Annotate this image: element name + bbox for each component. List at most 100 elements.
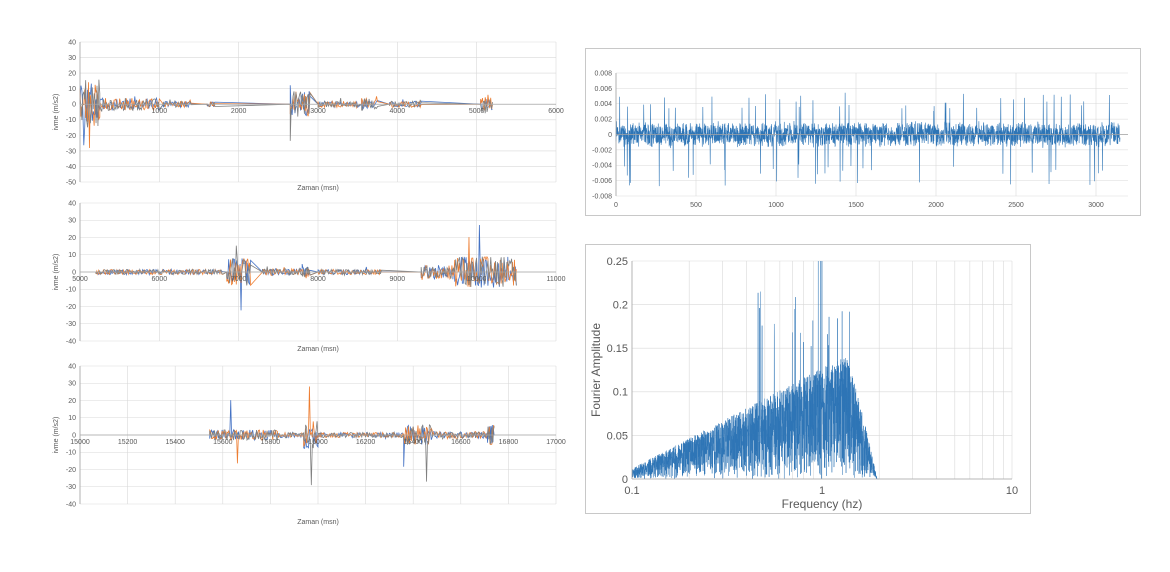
- x-tick-label: 0.1: [624, 485, 639, 497]
- accel-trace-1: [209, 400, 495, 467]
- y-tick-label: 0.05: [607, 430, 628, 442]
- accel-trace-2: [79, 82, 493, 149]
- x-tick-label: 16200: [356, 439, 376, 446]
- accel-trace-3: [209, 421, 495, 486]
- y-axis-title: ivme (m/s2): [53, 94, 60, 131]
- x-tick-label: 2000: [231, 108, 247, 115]
- fourier-chart: 0 0.05 0.1 0.15 0.2 0.25 0.1 1 10 Frequency (hz) F…: [585, 244, 1031, 514]
- x-tick-label: 16800: [499, 439, 519, 446]
- y-tick-label: 0: [608, 132, 612, 139]
- x-axis-title: Zaman (msn): [297, 346, 339, 353]
- y-tick-label: 0.008: [594, 70, 612, 77]
- x-tick-label: 500: [690, 202, 702, 209]
- y-tick-label: 10: [68, 252, 76, 259]
- y-tick-label: -40: [66, 164, 76, 171]
- y-tick-label: 0.25: [607, 256, 628, 268]
- x-axis-title: Zaman (msn): [297, 519, 339, 526]
- y-tick-label: 40: [68, 363, 76, 370]
- x-tick-label: 1000: [768, 202, 784, 209]
- y-tick-label: 0: [622, 474, 628, 486]
- x-tick-label: 15600: [213, 439, 233, 446]
- x-tick-label: 0: [614, 202, 618, 209]
- y-tick-label: 40: [68, 39, 76, 46]
- noise-trace: [615, 92, 1121, 187]
- accel-chart-2: -40 -30 -20 -10 0 10 20 30 40 5000 6000 7000 8000 900…: [40, 198, 570, 358]
- x-tick-label: 16000: [308, 439, 328, 446]
- y-tick-label: 0: [72, 432, 76, 439]
- x-tick-label: 16600: [451, 439, 471, 446]
- x-tick-label: 2000: [928, 202, 944, 209]
- y-axis-title: ivme (m/s2): [53, 417, 60, 454]
- x-tick-label: 10: [1006, 485, 1018, 497]
- y-tick-label: -20: [66, 467, 76, 474]
- x-tick-label: 9000: [390, 276, 406, 283]
- x-tick-label: 15400: [165, 439, 185, 446]
- y-axis-title: ivme (m/s2): [53, 254, 60, 291]
- y-tick-label: 0.15: [607, 343, 628, 355]
- x-tick-label: 15800: [261, 439, 281, 446]
- accel-trace-1: [79, 83, 493, 146]
- y-tick-label: -10: [66, 287, 76, 294]
- x-axis-title: Zaman (msn): [297, 185, 339, 192]
- y-tick-label: -30: [66, 321, 76, 328]
- y-tick-label: 0.002: [594, 117, 612, 124]
- accel-trace-1: [95, 225, 517, 311]
- y-tick-label: -30: [66, 484, 76, 491]
- y-tick-label: 40: [68, 200, 76, 207]
- x-tick-label: 1500: [848, 202, 864, 209]
- fourier-chart-svg: 0 0.05 0.1 0.15 0.2 0.25 0.1 1 10 Frequency (hz) F…: [589, 256, 1018, 511]
- y-tick-label: 20: [68, 235, 76, 242]
- accel-chart-2-svg: -40 -30 -20 -10 0 10 20 30 40 5000 6000 7000 8000 900…: [53, 200, 566, 353]
- y-tick-label: -0.008: [592, 193, 612, 200]
- y-tick-label: 30: [68, 218, 76, 225]
- fourier-trace: [631, 260, 880, 480]
- y-tick-label: 10: [68, 415, 76, 422]
- x-tick-label: 5000: [469, 108, 485, 115]
- x-tick-label: 2500: [1008, 202, 1024, 209]
- y-tick-label: 0.004: [594, 101, 612, 108]
- y-tick-label: 0.006: [594, 86, 612, 93]
- x-tick-label: 17000: [546, 439, 566, 446]
- x-tick-label: 3000: [310, 108, 326, 115]
- y-tick-label: 20: [68, 398, 76, 405]
- y-tick-label: -0.002: [592, 147, 612, 154]
- accel-chart-3: -40 -30 -20 -10 0 10 20 30 40 15000 15200 15400 1560…: [40, 358, 570, 530]
- x-tick-label: 6000: [548, 108, 564, 115]
- x-tick-label: 6000: [152, 276, 168, 283]
- x-tick-label: 1: [819, 485, 825, 497]
- y-tick-label: 30: [68, 381, 76, 388]
- y-tick-label: -40: [66, 501, 76, 508]
- y-tick-label: -0.006: [592, 178, 612, 185]
- x-tick-label: 11000: [547, 276, 566, 283]
- x-tick-label: 5000: [72, 276, 88, 283]
- x-tick-label: 4000: [390, 108, 406, 115]
- y-tick-label: 10: [68, 86, 76, 93]
- y-tick-label: 0.1: [613, 387, 628, 399]
- accel-trace-3: [79, 79, 493, 141]
- accel-trace-2: [209, 386, 495, 464]
- accel-chart-3-svg: -40 -30 -20 -10 0 10 20 30 40 15000 15200 15400 1560…: [53, 363, 566, 526]
- y-tick-label: -50: [66, 179, 76, 186]
- accel-chart-1-svg: -50 -40 -30 -20 -10 0 10 20 30 40 1000 2000 3000 4000…: [53, 39, 564, 192]
- y-tick-label: 0: [72, 102, 76, 109]
- noise-chart-svg: -0.008 -0.006 -0.004 -0.002 0 0.002 0.004 0.006…: [592, 70, 1128, 209]
- noise-chart: -0.008 -0.006 -0.004 -0.002 0 0.002 0.004 0.006…: [585, 48, 1141, 216]
- y-tick-label: 30: [68, 55, 76, 62]
- x-tick-label: 8000: [310, 276, 326, 283]
- y-tick-label: 20: [68, 71, 76, 78]
- y-axis-title: Fourier Amplitude: [589, 323, 603, 417]
- x-tick-label: 15000: [70, 439, 90, 446]
- y-tick-label: -10: [66, 117, 76, 124]
- y-tick-label: -40: [66, 338, 76, 345]
- y-tick-label: 0.2: [613, 299, 628, 311]
- y-tick-label: 0: [72, 269, 76, 276]
- y-tick-label: -0.004: [592, 163, 612, 170]
- y-tick-label: -20: [66, 304, 76, 311]
- x-tick-label: 1000: [152, 108, 168, 115]
- y-tick-label: -10: [66, 450, 76, 457]
- y-tick-label: -20: [66, 133, 76, 140]
- x-tick-label: 3000: [1088, 202, 1104, 209]
- x-tick-label: 15200: [118, 439, 138, 446]
- x-axis-title: Frequency (hz): [782, 497, 863, 511]
- x-tick-label: 10000: [467, 276, 487, 283]
